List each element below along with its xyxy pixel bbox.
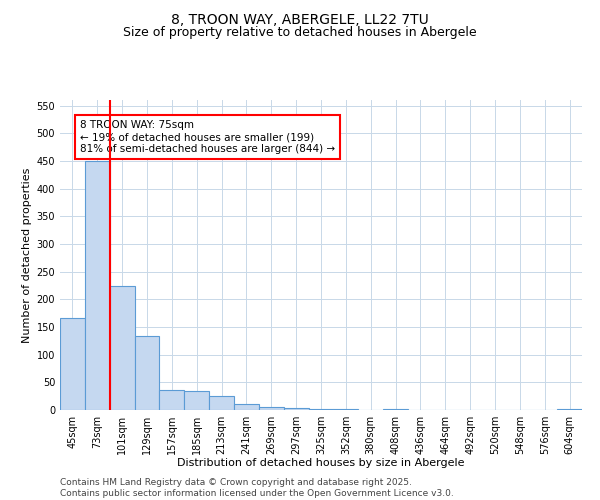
Bar: [160, 390, 184, 410]
X-axis label: Distribution of detached houses by size in Abergele: Distribution of detached houses by size …: [177, 458, 465, 468]
Y-axis label: Number of detached properties: Number of detached properties: [22, 168, 32, 342]
Text: 8 TROON WAY: 75sqm
← 19% of detached houses are smaller (199)
81% of semi-detach: 8 TROON WAY: 75sqm ← 19% of detached hou…: [80, 120, 335, 154]
Bar: [209, 396, 234, 410]
Bar: [284, 408, 308, 410]
Bar: [308, 409, 334, 410]
Bar: [234, 404, 259, 410]
Text: Size of property relative to detached houses in Abergele: Size of property relative to detached ho…: [123, 26, 477, 39]
Bar: [184, 390, 209, 410]
Bar: [60, 318, 85, 410]
Bar: [259, 406, 284, 410]
Text: Contains HM Land Registry data © Crown copyright and database right 2025.
Contai: Contains HM Land Registry data © Crown c…: [60, 478, 454, 498]
Text: 8, TROON WAY, ABERGELE, LL22 7TU: 8, TROON WAY, ABERGELE, LL22 7TU: [171, 12, 429, 26]
Bar: [85, 162, 110, 410]
Bar: [134, 336, 160, 410]
Bar: [110, 286, 134, 410]
